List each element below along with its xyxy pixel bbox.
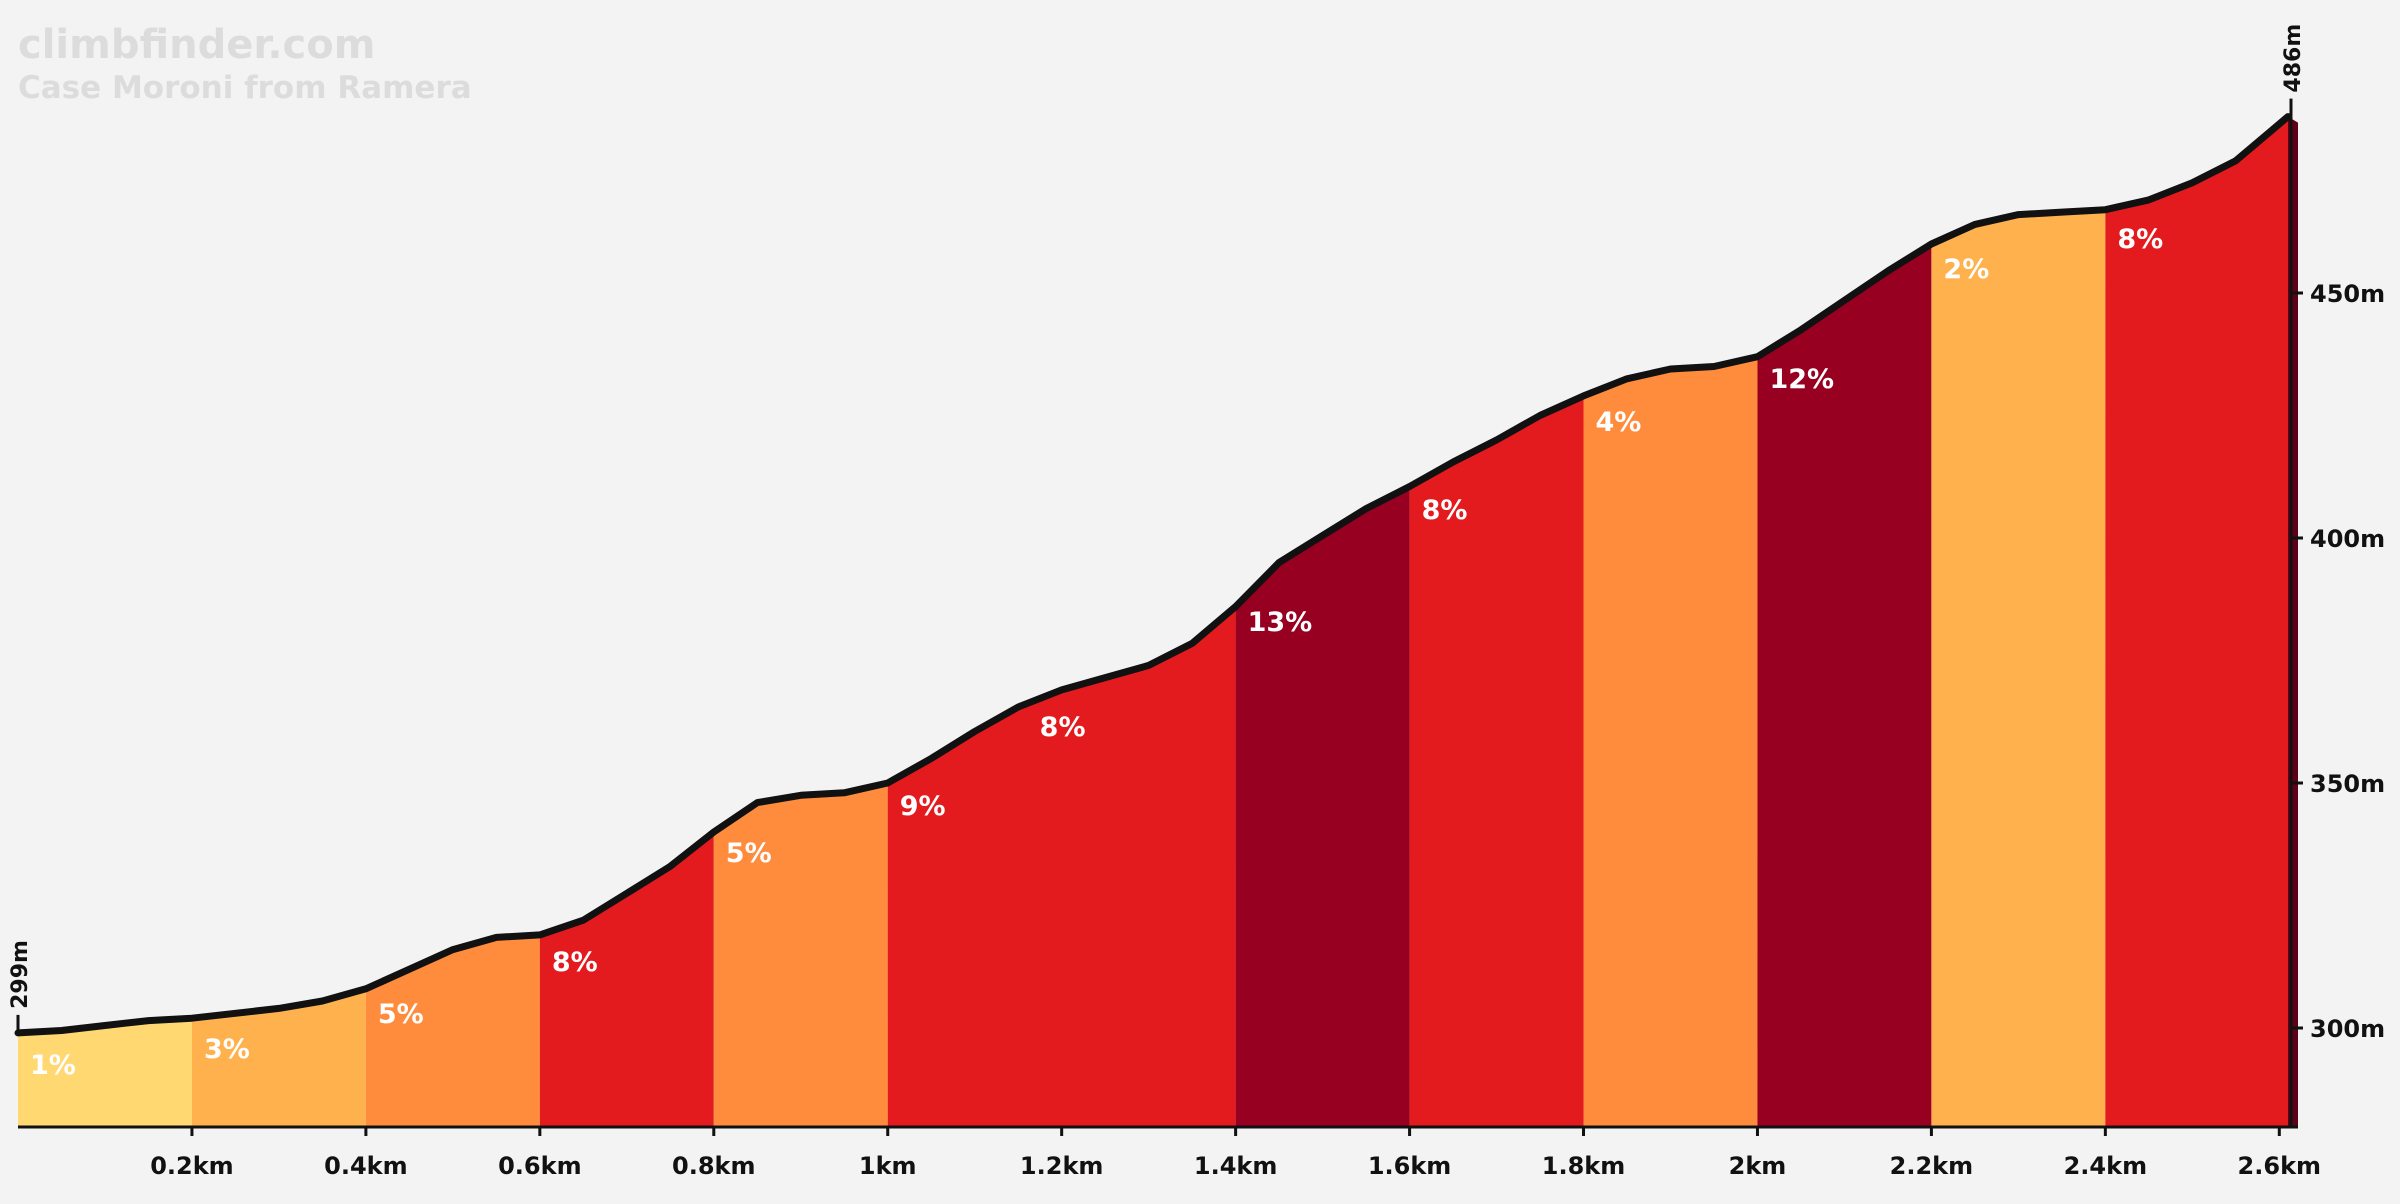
grade-label-5: 9%: [900, 791, 946, 822]
grade-labels: 1% 3% 5% 8% 5% 9% 13% 8% 4% 12% 2% 8% 8%: [30, 224, 2163, 1081]
x-tick-label-5: 1.2km: [1020, 1152, 1103, 1180]
segment-fill-0: [18, 1018, 192, 1127]
x-tick-label-0: 0.2km: [150, 1152, 233, 1180]
x-tick-label-6: 1.4km: [1194, 1152, 1277, 1180]
profile-line-group: [14, 113, 2292, 1037]
segment-fill-1: [191, 988, 366, 1127]
grade-label-7: 8%: [1422, 495, 1468, 526]
start-elevation-label: 299m: [8, 940, 33, 1009]
segment-fill-6: [1235, 486, 1410, 1127]
x-tick-label-9: 2km: [1729, 1152, 1787, 1180]
grade-label-6: 13%: [1248, 607, 1313, 638]
grade-label-11: 8%: [2117, 224, 2163, 255]
x-tick-label-11: 2.4km: [2064, 1152, 2147, 1180]
x-tick-label-7: 1.6km: [1368, 1152, 1451, 1180]
segment-fill-3: [539, 832, 714, 1127]
x-tick-label-3: 0.8km: [672, 1152, 755, 1180]
chart-subtitle: Case Moroni from Ramera: [18, 70, 472, 106]
segment-fill-9: [1757, 244, 1932, 1127]
grade-label-9: 12%: [1769, 364, 1834, 395]
y-tick-label-0: 300m: [2310, 1015, 2385, 1043]
x-tick-label-12: 2.6km: [2238, 1152, 2321, 1180]
axes: 0.2km 0.4km 0.6km 0.8km 1km 1.2km 1.4km 1.6km 1.…: [8, 24, 2385, 1180]
segment-fill-8: [1583, 356, 1758, 1127]
grade-label-2: 5%: [378, 999, 424, 1030]
y-tick-label-1: 350m: [2310, 770, 2385, 798]
profile-line: [14, 113, 2292, 1037]
segment-fill-5: [887, 606, 1236, 1127]
chart-title: climbfinder.com: [18, 22, 375, 68]
y-tick-label-2: 400m: [2310, 525, 2385, 553]
x-tick-label-2: 0.6km: [498, 1152, 581, 1180]
grade-label-0: 1%: [30, 1050, 76, 1081]
x-tick-label-8: 1.8km: [1542, 1152, 1625, 1180]
grade-label-1: 3%: [204, 1034, 250, 1065]
grade-label-3: 8%: [552, 947, 598, 978]
segment-fill-7: [1409, 395, 1584, 1127]
end-elevation-label: 486m: [2281, 24, 2306, 93]
segment-fills: [18, 116, 2298, 1128]
x-tick-label-1: 0.4km: [324, 1152, 407, 1180]
segment-fill-4: [713, 783, 888, 1127]
grade-label-extra-0: 8%: [1040, 712, 1086, 743]
grade-label-4: 5%: [726, 838, 772, 869]
y-tick-label-3: 450m: [2310, 280, 2385, 308]
grade-label-8: 4%: [1596, 407, 1642, 438]
segment-fill-11: [2105, 116, 2288, 1128]
segment-fill-2: [365, 934, 540, 1127]
segment-fill-10: [1931, 209, 2106, 1127]
x-tick-label-4: 1km: [859, 1152, 917, 1180]
grade-label-10: 2%: [1943, 254, 1989, 285]
x-tick-label-10: 2.2km: [1890, 1152, 1973, 1180]
